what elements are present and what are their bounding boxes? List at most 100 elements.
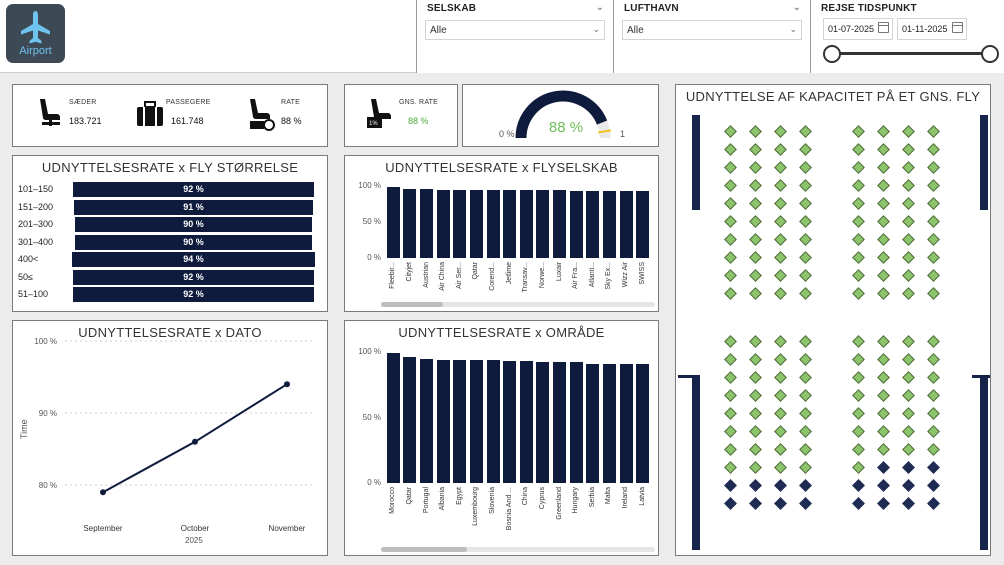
seat-occupied — [902, 425, 915, 438]
seat-occupied — [902, 353, 915, 366]
seat-occupied — [927, 389, 940, 402]
end-date-input[interactable]: 01-11-2025 — [897, 18, 967, 40]
seat-occupied — [927, 215, 940, 228]
seat-occupied — [724, 335, 737, 348]
seat-empty — [774, 497, 787, 510]
fuselage-edge — [972, 375, 990, 378]
x-tick-label: Latvia — [638, 487, 646, 506]
airline-chart-card: UDNYTTELSESRATE x FLYSELSKAB 100 % 50 % 0 … — [344, 155, 659, 312]
airport-logo[interactable]: Airport — [6, 4, 65, 63]
seat-occupied — [877, 179, 890, 192]
airline-scrollbar[interactable] — [381, 302, 655, 307]
gauge-card: 0 % 1 88 % — [462, 84, 659, 147]
seat-occupied — [852, 143, 865, 156]
region-scrollbar[interactable] — [381, 547, 655, 552]
scroll-thumb[interactable] — [381, 302, 443, 307]
dropdown-value: Alle — [430, 25, 447, 36]
seat-occupied — [724, 215, 737, 228]
bar — [619, 363, 633, 483]
seat-occupied — [799, 335, 812, 348]
x-tick-label: Atlanti... — [588, 262, 596, 288]
seat-occupied — [877, 371, 890, 384]
seat-occupied — [774, 161, 787, 174]
bar — [519, 361, 533, 483]
seat-occupied — [724, 161, 737, 174]
chevron-down-icon[interactable]: ⌄ — [595, 2, 604, 13]
start-date-input[interactable]: 01-07-2025 — [823, 18, 893, 40]
bar — [586, 363, 600, 483]
seat-occupied — [724, 425, 737, 438]
range-start-handle[interactable] — [823, 45, 841, 63]
bar: 91 % — [74, 199, 313, 215]
bar — [420, 188, 434, 258]
seat-occupied — [927, 443, 940, 456]
rate-value: 88 % — [281, 116, 302, 126]
data-point[interactable] — [100, 489, 106, 496]
seat-occupied — [902, 215, 915, 228]
seat-occupied — [774, 125, 787, 138]
seat-occupied — [749, 407, 762, 420]
calendar-icon[interactable] — [952, 22, 963, 33]
gauge-value-label: 88 % — [548, 119, 584, 136]
seat-empty — [927, 479, 940, 492]
seats-value: 183.721 — [69, 116, 102, 126]
lufthavn-dropdown[interactable]: Alle ⌄ — [622, 20, 802, 40]
seat-rate-icon: 1% — [367, 99, 391, 128]
chevron-down-icon[interactable]: ⌄ — [792, 2, 801, 13]
x-tick-label: China — [522, 487, 530, 506]
range-end-handle[interactable] — [981, 45, 999, 63]
bar — [553, 190, 567, 258]
seat-occupied — [749, 425, 762, 438]
seat-occupied — [774, 443, 787, 456]
x-tick-label: Corend... — [489, 262, 497, 291]
seat-occupied — [724, 233, 737, 246]
x-tick-label: Egypt — [455, 487, 463, 505]
seat-occupied — [724, 269, 737, 282]
scroll-thumb[interactable] — [381, 547, 467, 552]
x-tick-label: Hungary — [572, 487, 580, 514]
x-tick-label: Wizz Air — [622, 262, 630, 288]
x-tick-label: September — [83, 524, 122, 533]
data-point[interactable] — [192, 438, 198, 445]
seat-occupied — [927, 179, 940, 192]
seat-occupied — [927, 233, 940, 246]
bar — [503, 361, 517, 483]
calendar-icon[interactable] — [878, 22, 889, 33]
slicer-title: LUFTHAVN — [624, 3, 679, 14]
seat-occupied — [774, 407, 787, 420]
seat-occupied — [799, 161, 812, 174]
bar — [436, 189, 450, 258]
seat-occupied — [852, 287, 865, 300]
seatmap-title: UDNYTTELSE AF KAPACITET PÅ ET GNS. FLY — [685, 89, 981, 104]
seat-occupied — [902, 287, 915, 300]
luggage-icon — [137, 101, 163, 126]
seat-occupied — [852, 371, 865, 384]
logo-label: Airport — [19, 45, 52, 57]
seat-occupied — [902, 389, 915, 402]
seat-occupied — [902, 143, 915, 156]
x-tick-label: Norwe... — [538, 262, 546, 289]
selskab-dropdown[interactable]: Alle ⌄ — [425, 20, 605, 40]
fuselage-wall — [692, 375, 700, 550]
y-tick-label: 100 % — [358, 181, 381, 190]
seat-occupied — [774, 371, 787, 384]
seat-occupied — [749, 461, 762, 474]
seat-occupied — [749, 125, 762, 138]
seat-empty — [799, 479, 812, 492]
seat-empty — [852, 479, 865, 492]
slicer-title: SELSKAB — [427, 3, 477, 14]
seat-occupied — [799, 269, 812, 282]
y-axis-title: Time — [19, 419, 29, 439]
y-tick-label: 50 % — [362, 412, 381, 422]
bar: 92 % — [73, 182, 314, 197]
bar — [636, 363, 650, 483]
bar — [403, 357, 417, 483]
seat-occupied — [902, 371, 915, 384]
x-tick-label: Austrian — [422, 262, 430, 288]
data-point[interactable] — [284, 381, 290, 388]
seat-occupied — [927, 269, 940, 282]
gauge-min-label: 0 % — [499, 129, 515, 139]
seat-occupied — [799, 389, 812, 402]
y-tick-label: 0 % — [367, 253, 381, 262]
x-tick-label: Serbia — [588, 487, 596, 508]
